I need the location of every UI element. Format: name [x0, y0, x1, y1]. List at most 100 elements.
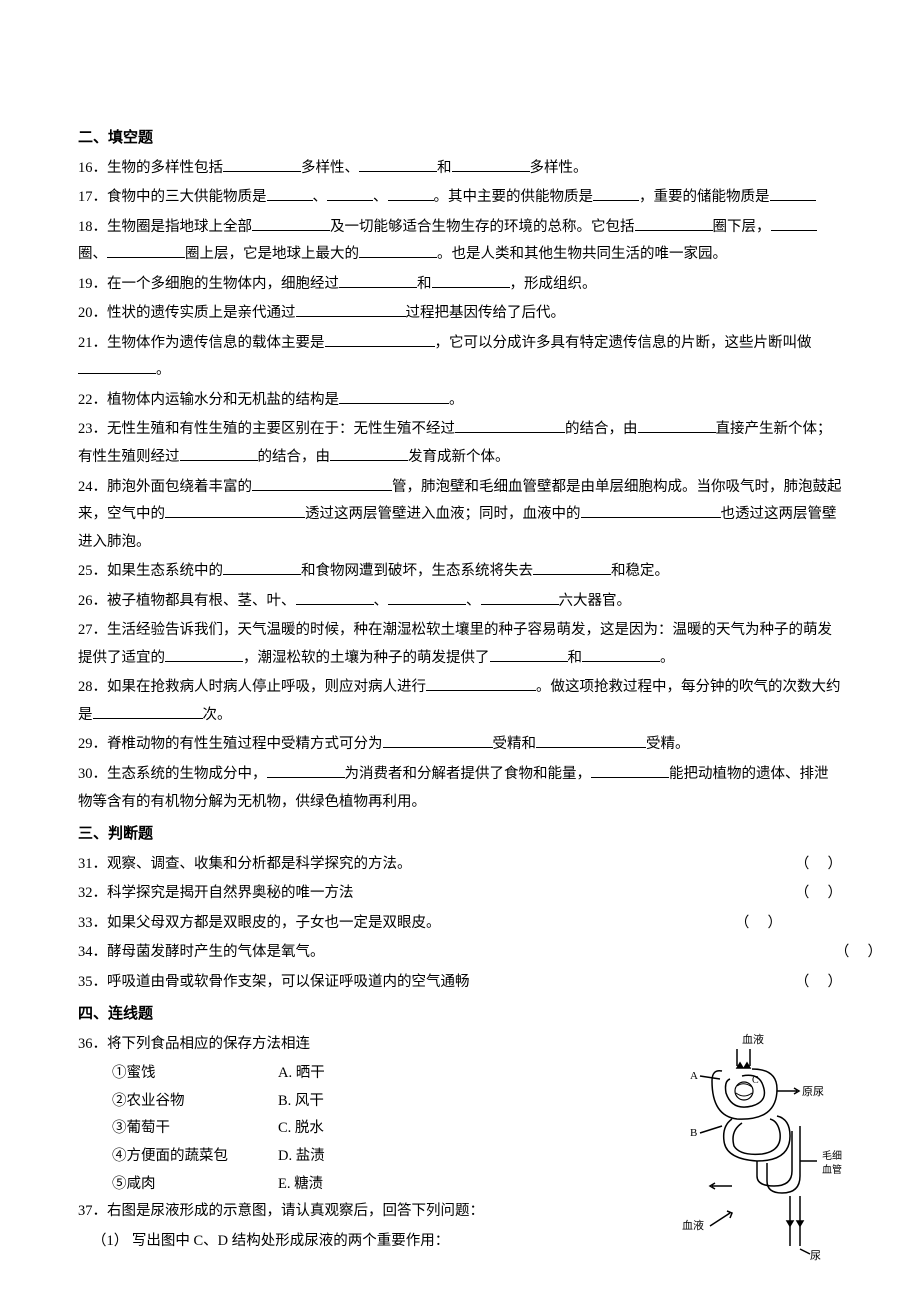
q30: 30．生态系统的生物成分中，为消费者和分解者提供了食物和能量，能把动植物的遗体、…	[78, 761, 842, 816]
q17-num: 17	[78, 189, 93, 205]
blank	[593, 185, 639, 201]
q33-num: 33	[78, 915, 93, 931]
q27-d: 。	[660, 650, 675, 666]
match-right: E. 糖渍	[278, 1171, 398, 1199]
diagram-label-C: C	[752, 1075, 759, 1086]
blank	[339, 272, 417, 288]
q26-num: 26	[78, 593, 93, 609]
match-left: ④方便面的蔬菜包	[78, 1143, 278, 1171]
match-right: D. 盐渍	[278, 1143, 398, 1171]
diagram-label-maoxi-2: 血管	[822, 1163, 842, 1176]
paren: （ ）	[835, 939, 882, 967]
q26-c: 、	[466, 593, 481, 609]
kidney-diagram: 血液 A B C 原尿 毛细 血管	[682, 1031, 872, 1271]
paren: （ ）	[735, 910, 782, 938]
q20: 20．性状的遗传实质上是亲代通过过程把基因传给了后代。	[78, 300, 842, 328]
blank	[635, 215, 713, 231]
q29-num: 29	[78, 736, 93, 752]
q18-c: 圈下层，	[713, 219, 771, 235]
q24: 24．肺泡外面包绕着丰富的管，肺泡壁和毛细血管壁都是由单层细胞构成。当你吸气时，…	[78, 474, 842, 557]
q18-b: 及一切能够适合生物生存的环境的总称。它包括	[330, 219, 635, 235]
q16: 16．生物的多样性包括多样性、和多样性。	[78, 155, 842, 183]
paren: （ ）	[795, 851, 842, 879]
q26-b: 、	[374, 593, 389, 609]
blank	[180, 445, 258, 461]
blank	[452, 156, 530, 172]
q36-num: 36	[78, 1036, 93, 1052]
paren: （ ）	[795, 969, 842, 997]
q35-text: ．呼吸道由骨或软骨作支架，可以保证呼吸道内的空气通畅	[93, 974, 470, 990]
diagram-label-niao: 尿	[810, 1249, 821, 1262]
q19-c: ，形成组织。	[510, 276, 597, 292]
q35-num: 35	[78, 974, 93, 990]
q36-stem: ．将下列食品相应的保存方法相连	[93, 1036, 311, 1052]
q30-a: ．生态系统的生物成分中，	[93, 766, 267, 782]
q28: 28．如果在抢救病人时病人停止呼吸，则应对病人进行。做这项抢救过程中，每分钟的吹…	[78, 674, 842, 729]
q31-num: 31	[78, 856, 93, 872]
blank	[533, 559, 611, 575]
q32-text: ．科学探究是揭开自然界奥秘的唯一方法	[93, 885, 354, 901]
q19: 19．在一个多细胞的生物体内，细胞经过和，形成组织。	[78, 271, 842, 299]
q18: 18．生物圈是指地球上全部及一切能够适合生物生存的环境的总称。它包括圈下层，圈、…	[78, 214, 842, 269]
diagram-label-yuanniao: 原尿	[802, 1085, 824, 1098]
q34-num: 34	[78, 944, 93, 960]
q23-e: 发育成新个体。	[408, 449, 510, 465]
blank	[432, 272, 510, 288]
q16-c: 和	[437, 160, 452, 176]
match-right: A. 晒干	[278, 1060, 398, 1088]
q37-sub1-text: 写出图中 C、D 结构处形成尿液的两个重要作用：	[132, 1233, 449, 1249]
q25: 25．如果生态系统中的和食物网遭到破坏，生态系统将失去和稳定。	[78, 558, 842, 586]
q27-b: ，潮湿松软的土壤为种子的萌发提供了	[243, 650, 490, 666]
diagram-label-A: A	[690, 1070, 698, 1082]
q16-d: 多样性。	[530, 160, 588, 176]
section-4-title: 四、连线题	[78, 1000, 842, 1029]
blank	[223, 156, 301, 172]
q21-c: 。	[156, 362, 171, 378]
q24-a: ．肺泡外面包绕着丰富的	[93, 479, 253, 495]
q29: 29．脊椎动物的有性生殖过程中受精方式可分为受精和受精。	[78, 731, 842, 759]
q31: 31．观察、调查、收集和分析都是科学探究的方法。 （ ）	[78, 851, 842, 879]
q21-a: ．生物体作为遗传信息的载体主要是	[93, 335, 325, 351]
q25-b: 和食物网遭到破坏，生态系统将失去	[301, 563, 533, 579]
blank	[78, 358, 156, 374]
q35: 35．呼吸道由骨或软骨作支架，可以保证呼吸道内的空气通畅 （ ）	[78, 969, 842, 997]
section-3-title: 三、判断题	[78, 820, 842, 849]
blank	[296, 589, 374, 605]
diagram-label-B: B	[690, 1127, 697, 1139]
q18-d: 圈、	[78, 246, 107, 262]
match-left: ①蜜饯	[78, 1060, 278, 1088]
section-2-title: 二、填空题	[78, 124, 842, 153]
q23-a: ．无性生殖和有性生殖的主要区别在于：无性生殖不经过	[93, 421, 456, 437]
q27: 27．生活经验告诉我们，天气温暖的时候，种在潮湿松软土壤里的种子容易萌发，这是因…	[78, 617, 842, 672]
q17-a: ．食物中的三大供能物质是	[93, 189, 267, 205]
blank	[165, 646, 243, 662]
q37-sub1-label: （1）	[92, 1233, 128, 1249]
diagram-label-bottom-left: 血液	[682, 1218, 704, 1232]
q18-e: 圈上层，它是地球上最大的	[185, 246, 359, 262]
paren: （ ）	[795, 880, 842, 908]
q21-b: ，它可以分成许多具有特定遗传信息的片断，这些片断叫做	[435, 335, 812, 351]
q37-num: 37	[78, 1203, 93, 1219]
q28-c: 次。	[203, 707, 232, 723]
q27-num: 27	[78, 622, 93, 638]
q30-b: 为消费者和分解者提供了食物和能量，	[345, 766, 592, 782]
q34: 34．酵母菌发酵时产生的气体是氧气。 （ ）	[78, 939, 842, 967]
blank	[325, 331, 435, 347]
blank	[267, 185, 313, 201]
q16-a: ．生物的多样性包括	[93, 160, 224, 176]
q17-e: ，重要的储能物质是	[639, 189, 770, 205]
diagram-label-maoxi-1: 毛细	[822, 1149, 842, 1162]
q26-d: 六大器官。	[559, 593, 632, 609]
blank	[296, 301, 406, 317]
q24-c: 透过这两层管壁进入血液；同时，血液中的	[305, 506, 581, 522]
blank	[330, 445, 408, 461]
blank	[481, 589, 559, 605]
q26-a: ．被子植物都具有根、茎、叶、	[93, 593, 296, 609]
q23-num: 23	[78, 421, 93, 437]
q37-stem: ．右图是尿液形成的示意图，请认真观察后，回答下列问题：	[93, 1203, 485, 1219]
blank	[267, 762, 345, 778]
q24-num: 24	[78, 479, 93, 495]
blank	[770, 185, 816, 201]
blank	[223, 559, 301, 575]
q17-c: 、	[373, 189, 388, 205]
